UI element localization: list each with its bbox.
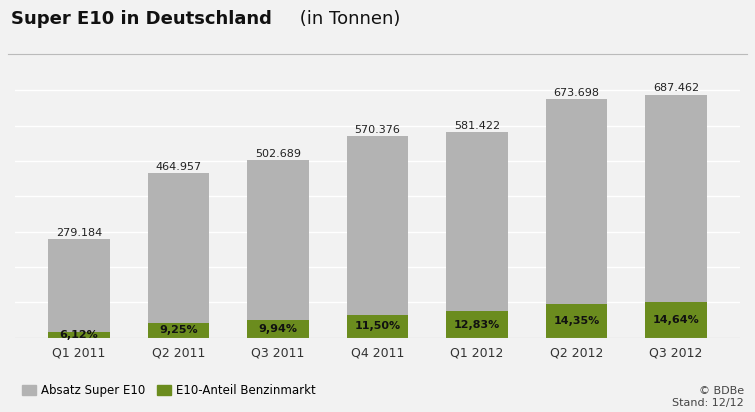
Bar [147, 323, 209, 338]
Bar [247, 320, 309, 338]
Legend: Absatz Super E10, E10-Anteil Benzinmarkt: Absatz Super E10, E10-Anteil Benzinmarkt [17, 379, 320, 402]
Bar [347, 136, 408, 338]
Text: 279.184: 279.184 [56, 227, 102, 238]
Bar [347, 315, 408, 338]
Text: 673.698: 673.698 [553, 88, 599, 98]
Text: Super E10 in Deutschland: Super E10 in Deutschland [11, 10, 273, 28]
Text: 11,50%: 11,50% [354, 321, 401, 331]
Bar [48, 239, 109, 338]
Text: 6,12%: 6,12% [60, 330, 98, 340]
Bar [646, 302, 707, 338]
Bar [446, 311, 508, 338]
Text: 9,94%: 9,94% [258, 324, 297, 334]
Bar [546, 99, 608, 338]
Text: 9,25%: 9,25% [159, 325, 198, 335]
Text: 581.422: 581.422 [454, 121, 500, 131]
Bar [147, 173, 209, 338]
Text: 14,35%: 14,35% [553, 316, 599, 326]
Text: 12,83%: 12,83% [454, 320, 500, 330]
Text: 570.376: 570.376 [355, 124, 400, 135]
Text: 502.689: 502.689 [255, 148, 301, 159]
Bar [446, 132, 508, 338]
Bar [48, 332, 109, 338]
Text: © BDBe
Stand: 12/12: © BDBe Stand: 12/12 [672, 386, 744, 408]
Text: 687.462: 687.462 [653, 83, 699, 93]
Bar [247, 160, 309, 338]
Text: 464.957: 464.957 [156, 162, 202, 172]
Bar [646, 94, 707, 338]
Bar [546, 304, 608, 338]
Text: (in Tonnen): (in Tonnen) [294, 10, 401, 28]
Text: 14,64%: 14,64% [653, 315, 699, 325]
